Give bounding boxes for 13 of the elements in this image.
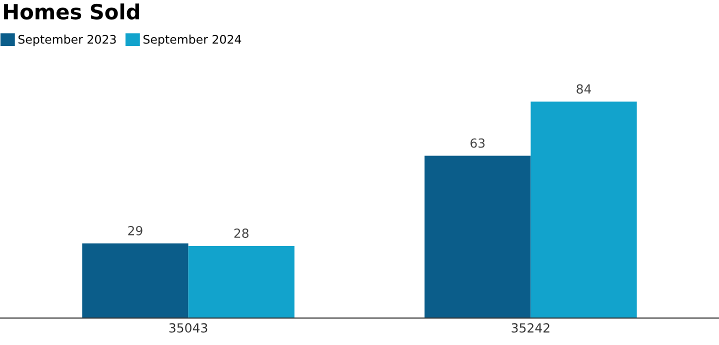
data-label: 29 [128,226,142,236]
bar [424,156,531,318]
chart-title: Homes Sold [4,3,140,20]
legend-label: September 2023 [18,34,116,46]
x-tick-label: 35242 [512,323,550,333]
legend-label: September 2024 [144,34,242,46]
bar [82,243,188,318]
data-label: 28 [234,228,248,238]
bar [530,102,637,318]
data-label: 63 [470,138,485,148]
bar [188,246,294,318]
x-tick-label: 35043 [169,323,208,333]
data-label: 84 [576,84,592,94]
